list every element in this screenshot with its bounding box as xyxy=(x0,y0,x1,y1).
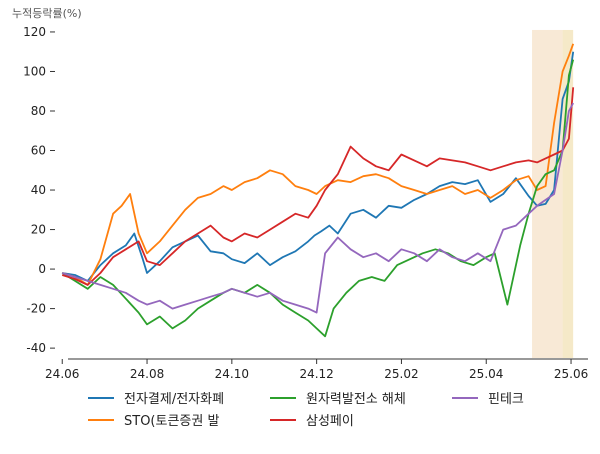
highlight-bands xyxy=(532,29,574,359)
y-axis: -40 -20 0 20 40 60 80 100 120 xyxy=(23,25,55,355)
y-axis-label: 누적등락률(%) xyxy=(12,7,82,20)
legend-label-0: 전자결제/전자화폐 xyxy=(124,392,224,407)
series-line-2 xyxy=(61,59,575,338)
x-axis: 24.06 24.08 24.10 24.12 25.02 25.04 25.06 xyxy=(45,358,588,381)
highlight-band-1 xyxy=(562,29,574,359)
x-tick-label: 25.04 xyxy=(469,367,503,381)
legend-label-2: 원자력발전소 해체 xyxy=(306,392,406,407)
series-lines xyxy=(61,43,575,338)
y-tick-label: 20 xyxy=(31,223,46,237)
x-tick-label: 24.10 xyxy=(215,367,249,381)
x-tick-label: 24.08 xyxy=(130,367,164,381)
y-tick-label: 80 xyxy=(31,104,46,118)
y-tick-label: -20 xyxy=(26,302,46,316)
legend-label-4: 핀테크 xyxy=(488,392,524,407)
y-tick-label: 120 xyxy=(23,25,46,39)
series-line-4 xyxy=(61,102,574,314)
series-line-3 xyxy=(61,87,575,286)
x-tick-label: 25.06 xyxy=(554,367,588,381)
legend-label-3: 삼성페이 xyxy=(306,414,354,429)
x-tick-label: 25.02 xyxy=(384,367,418,381)
y-tick-label: 0 xyxy=(38,262,46,276)
x-tick-label: 24.12 xyxy=(299,367,333,381)
y-tick-label: 100 xyxy=(23,64,46,78)
series-line-1 xyxy=(61,43,575,286)
series-line-0 xyxy=(62,51,575,282)
y-tick-label: 60 xyxy=(31,144,46,158)
y-tick-label: 40 xyxy=(31,183,46,197)
highlight-band-0 xyxy=(532,29,563,359)
legend-label-1: STO(토큰증권 발 xyxy=(124,414,219,429)
x-tick-label: 24.06 xyxy=(45,367,79,381)
y-tick-label: -40 xyxy=(26,341,46,355)
